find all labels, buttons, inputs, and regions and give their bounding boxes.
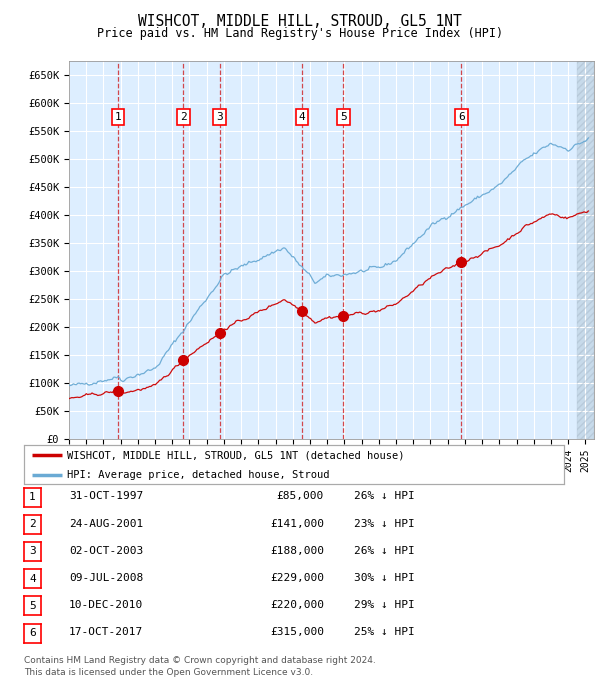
Text: £315,000: £315,000: [270, 628, 324, 637]
Text: 1: 1: [29, 492, 36, 502]
Text: 2: 2: [180, 112, 187, 122]
Text: 17-OCT-2017: 17-OCT-2017: [69, 628, 143, 637]
Text: £229,000: £229,000: [270, 573, 324, 583]
Text: 26% ↓ HPI: 26% ↓ HPI: [354, 546, 415, 556]
Text: 30% ↓ HPI: 30% ↓ HPI: [354, 573, 415, 583]
Text: £220,000: £220,000: [270, 600, 324, 610]
Text: 23% ↓ HPI: 23% ↓ HPI: [354, 519, 415, 528]
Text: 24-AUG-2001: 24-AUG-2001: [69, 519, 143, 528]
Text: 25% ↓ HPI: 25% ↓ HPI: [354, 628, 415, 637]
Text: WISHCOT, MIDDLE HILL, STROUD, GL5 1NT: WISHCOT, MIDDLE HILL, STROUD, GL5 1NT: [138, 14, 462, 29]
Text: 09-JUL-2008: 09-JUL-2008: [69, 573, 143, 583]
Text: 29% ↓ HPI: 29% ↓ HPI: [354, 600, 415, 610]
Text: Contains HM Land Registry data © Crown copyright and database right 2024.
This d: Contains HM Land Registry data © Crown c…: [24, 656, 376, 677]
Text: HPI: Average price, detached house, Stroud: HPI: Average price, detached house, Stro…: [67, 471, 330, 481]
Text: 6: 6: [458, 112, 465, 122]
Bar: [577, 61, 594, 439]
Text: WISHCOT, MIDDLE HILL, STROUD, GL5 1NT (detached house): WISHCOT, MIDDLE HILL, STROUD, GL5 1NT (d…: [67, 450, 404, 460]
Text: 02-OCT-2003: 02-OCT-2003: [69, 546, 143, 556]
Text: £85,000: £85,000: [277, 492, 324, 501]
Text: 5: 5: [29, 601, 36, 611]
Text: 31-OCT-1997: 31-OCT-1997: [69, 492, 143, 501]
Text: 4: 4: [29, 574, 36, 583]
Text: 10-DEC-2010: 10-DEC-2010: [69, 600, 143, 610]
Text: Price paid vs. HM Land Registry's House Price Index (HPI): Price paid vs. HM Land Registry's House …: [97, 27, 503, 41]
Text: £188,000: £188,000: [270, 546, 324, 556]
Text: 6: 6: [29, 628, 36, 638]
Text: 2: 2: [29, 520, 36, 529]
Text: £141,000: £141,000: [270, 519, 324, 528]
Text: 4: 4: [298, 112, 305, 122]
Bar: [577, 61, 594, 439]
Text: 26% ↓ HPI: 26% ↓ HPI: [354, 492, 415, 501]
Text: 1: 1: [115, 112, 121, 122]
Text: 5: 5: [340, 112, 347, 122]
Text: 3: 3: [216, 112, 223, 122]
Text: 3: 3: [29, 547, 36, 556]
